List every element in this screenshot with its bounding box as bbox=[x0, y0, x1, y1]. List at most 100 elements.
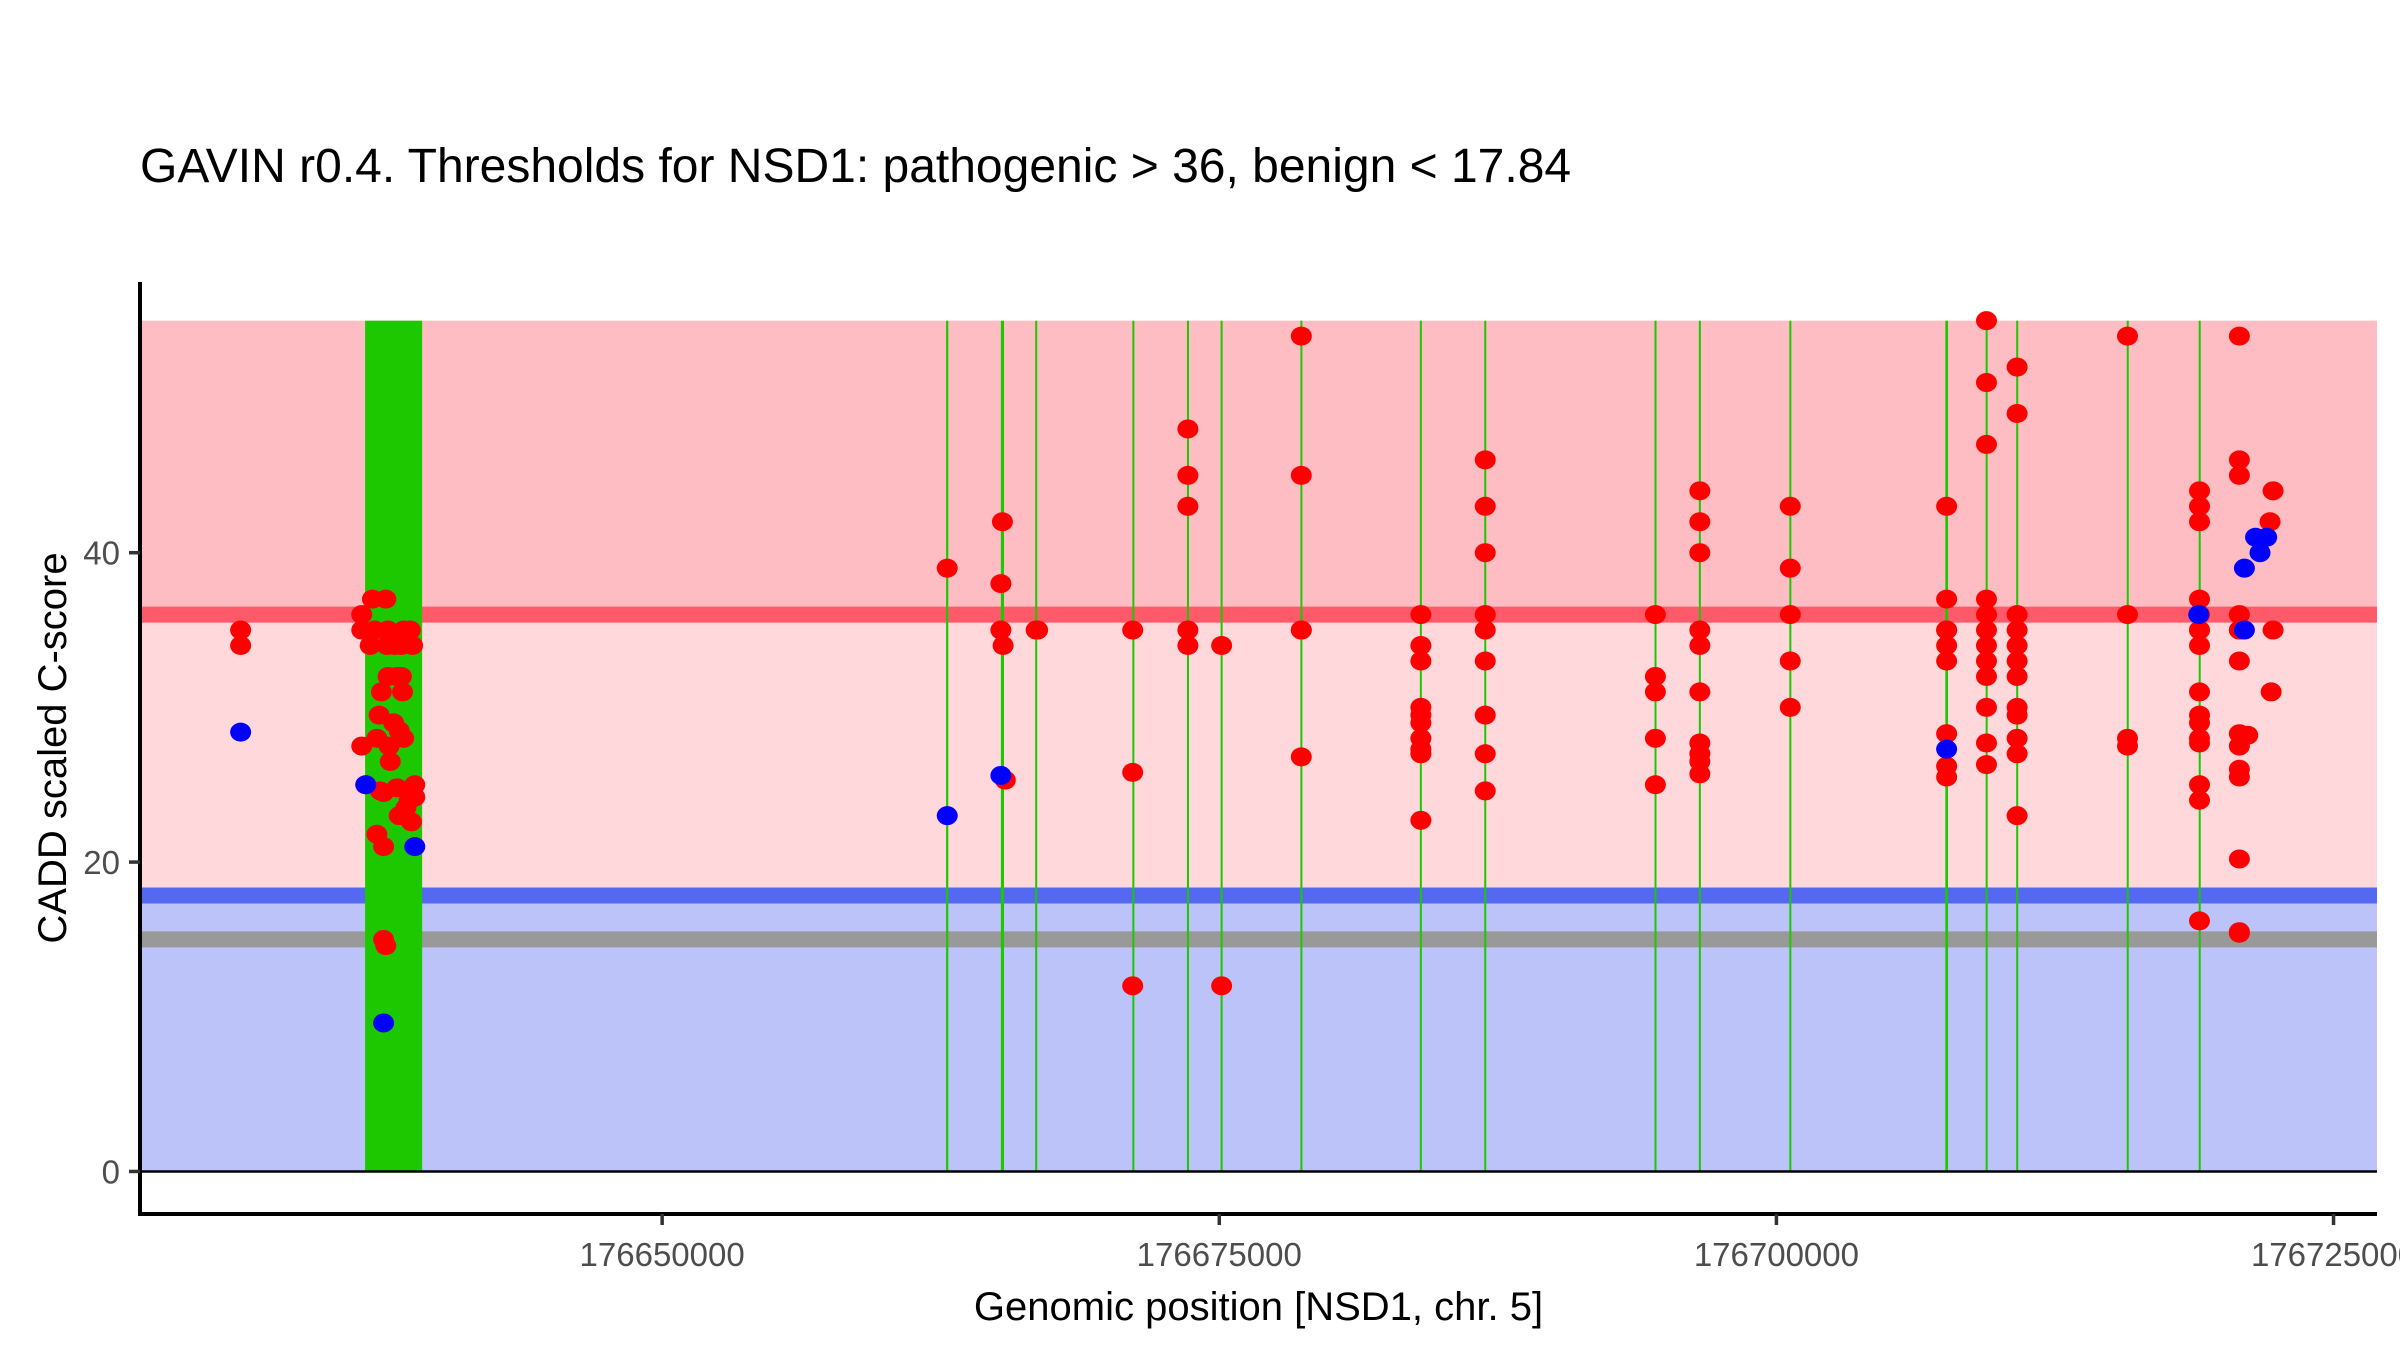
clinvar-point bbox=[2228, 326, 2250, 346]
clinvar-point bbox=[359, 636, 381, 656]
clinvar-point bbox=[400, 812, 422, 832]
clinvar-point bbox=[1177, 496, 1199, 516]
clinvar-point bbox=[1410, 744, 1432, 764]
gnomad-point bbox=[990, 765, 1012, 785]
clinvar-point bbox=[1027, 620, 1049, 640]
clinvar-point bbox=[370, 682, 392, 702]
clinvar-point bbox=[2188, 496, 2210, 516]
clinvar-point bbox=[2116, 736, 2138, 756]
clinvar-point bbox=[2006, 605, 2028, 625]
clinvar-point bbox=[1689, 764, 1711, 784]
clinvar-point bbox=[230, 620, 252, 640]
clinvar-point bbox=[992, 636, 1014, 656]
gnomad-point bbox=[2188, 605, 2210, 625]
clinvar-point bbox=[390, 666, 412, 686]
clinvar-point bbox=[1936, 620, 1958, 640]
title-line-1: GAVIN r0.4. Thresholds for NSD1: pathoge… bbox=[140, 140, 1572, 193]
clinvar-point bbox=[1936, 589, 1958, 609]
clinvar-point bbox=[1644, 605, 1666, 625]
clinvar-point bbox=[990, 574, 1012, 594]
clinvar-point bbox=[2116, 605, 2138, 625]
clinvar-point bbox=[936, 558, 958, 578]
clinvar-point bbox=[1177, 465, 1199, 485]
clinvar-point bbox=[1689, 682, 1711, 702]
clinvar-point bbox=[1975, 434, 1997, 454]
clinvar-point bbox=[2006, 728, 2028, 748]
clinvar-point bbox=[2006, 666, 2028, 686]
x-tick-label: 176700000 bbox=[1694, 1236, 1859, 1273]
clinvar-point bbox=[2228, 651, 2250, 671]
clinvar-point bbox=[1177, 636, 1199, 656]
clinvar-point bbox=[2188, 775, 2210, 795]
clinvar-point bbox=[2228, 849, 2250, 869]
clinvar-point bbox=[1975, 636, 1997, 656]
clinvar-point bbox=[373, 837, 395, 857]
exon-bar bbox=[1220, 320, 1223, 1172]
clinvar-point bbox=[2006, 620, 2028, 640]
clinvar-point bbox=[1779, 558, 1801, 578]
clinvar-pathogenic-series bbox=[230, 311, 2284, 996]
clinvar-point bbox=[1410, 636, 1432, 656]
y-tick-label: 0 bbox=[102, 1153, 120, 1190]
clinvar-point bbox=[2188, 682, 2210, 702]
clinvar-point bbox=[375, 589, 397, 609]
clinvar-point bbox=[2228, 465, 2250, 485]
clinvar-point bbox=[1211, 636, 1233, 656]
clinvar-point bbox=[2188, 733, 2210, 753]
exon-bar bbox=[1035, 320, 1038, 1172]
y-axis-ticks: 0 20 40 bbox=[83, 535, 140, 1190]
clinvar-point bbox=[2188, 790, 2210, 810]
exon-bar bbox=[1132, 320, 1135, 1172]
clinvar-point bbox=[1410, 810, 1432, 830]
clinvar-point bbox=[1290, 326, 1312, 346]
clinvar-point bbox=[2006, 705, 2028, 725]
clinvar-point bbox=[1936, 724, 1958, 744]
clinvar-point bbox=[2260, 682, 2282, 702]
exon-bar bbox=[946, 320, 949, 1172]
gnomad-point bbox=[1936, 739, 1958, 759]
gnomad-point bbox=[2249, 543, 2271, 563]
clinvar-point bbox=[1644, 775, 1666, 795]
clinvar-point bbox=[1779, 496, 1801, 516]
clinvar-point bbox=[1410, 713, 1432, 733]
gnomad-point bbox=[230, 722, 252, 742]
gnomad-point bbox=[2233, 558, 2255, 578]
clinvar-point bbox=[1644, 666, 1666, 686]
clinvar-point bbox=[1122, 620, 1144, 640]
clinvar-point bbox=[2188, 636, 2210, 656]
clinvar-point bbox=[1779, 651, 1801, 671]
clinvar-point bbox=[1474, 605, 1496, 625]
clinvar-point bbox=[2006, 357, 2028, 377]
clinvar-point bbox=[1975, 666, 1997, 686]
x-tick-label: 176725000 bbox=[2251, 1236, 2400, 1273]
clinvar-point bbox=[1689, 481, 1711, 501]
clinvar-point bbox=[2006, 651, 2028, 671]
exon-bar bbox=[1300, 320, 1303, 1172]
clinvar-point bbox=[1410, 605, 1432, 625]
exon-bar bbox=[1186, 320, 1189, 1172]
clinvar-point bbox=[2188, 481, 2210, 501]
clinvar-point bbox=[2237, 725, 2259, 745]
gnomad-point bbox=[404, 837, 426, 857]
gnomad-point bbox=[936, 806, 958, 826]
clinvar-point bbox=[1644, 728, 1666, 748]
clinvar-point bbox=[392, 682, 414, 702]
clinvar-point bbox=[2116, 326, 2138, 346]
clinvar-point bbox=[1689, 636, 1711, 656]
clinvar-point bbox=[1474, 651, 1496, 671]
gnomad-point bbox=[373, 1013, 395, 1033]
clinvar-point bbox=[230, 636, 252, 656]
clinvar-point bbox=[402, 636, 424, 656]
clinvar-point bbox=[2228, 767, 2250, 787]
clinvar-point bbox=[2188, 512, 2210, 532]
clinvar-point bbox=[393, 728, 415, 748]
clinvar-point bbox=[1936, 636, 1958, 656]
clinvar-point bbox=[351, 605, 373, 625]
x-tick-label: 176650000 bbox=[580, 1236, 745, 1273]
clinvar-point bbox=[2006, 744, 2028, 764]
clinvar-point bbox=[2262, 481, 2284, 501]
clinvar-point bbox=[379, 752, 401, 772]
clinvar-point bbox=[377, 620, 399, 640]
clinvar-point bbox=[991, 512, 1013, 532]
clinvar-point bbox=[1975, 755, 1997, 775]
